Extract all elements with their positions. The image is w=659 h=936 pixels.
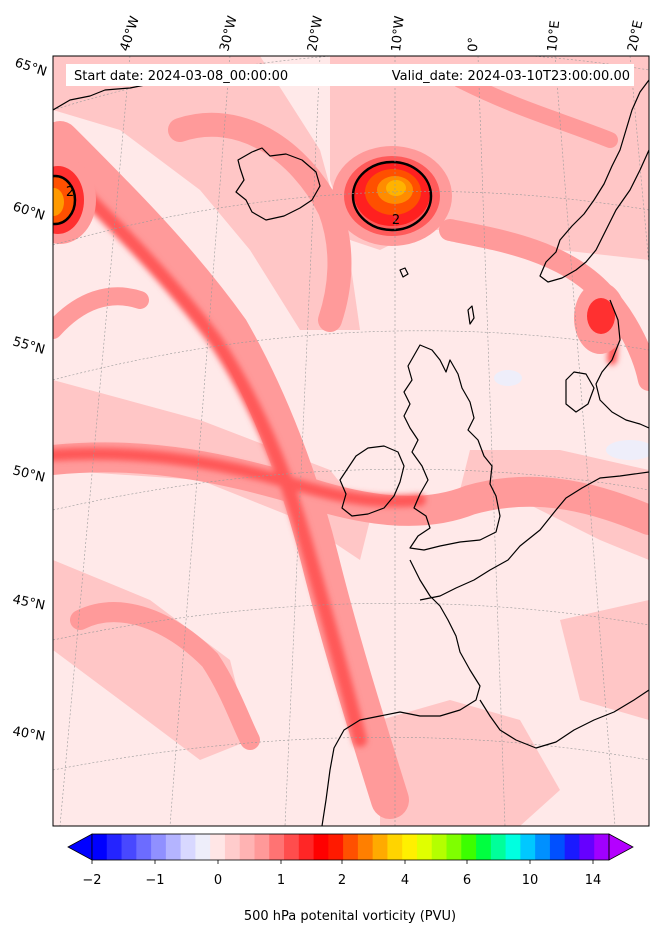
map-panel: 2 2	[53, 56, 649, 826]
colorbar-tick-label: 0	[214, 873, 222, 888]
lat-label: 65°N	[13, 56, 49, 80]
colorbar: −2 −1 0 1 2 4 6 10 14 500 hPa potenital …	[67, 833, 634, 924]
sweden-coast	[595, 299, 649, 429]
contour-label-east: 2	[392, 213, 400, 228]
lat-label: 60°N	[11, 200, 47, 224]
shetland	[467, 305, 475, 325]
colorbar-cell	[284, 834, 300, 860]
colorbar-cell	[210, 834, 226, 860]
colorbar-cell	[416, 834, 433, 860]
colorbar-cell	[254, 834, 270, 860]
colorbar-cell	[402, 834, 418, 860]
lon-label: 40°W	[118, 14, 143, 53]
colorbar-cell	[343, 834, 359, 860]
colorbar-tick-labels: −2 −1 0 1 2 4 6 10 14	[82, 873, 601, 888]
lon-label: 20°E	[625, 19, 646, 53]
colorbar-extend-high	[608, 833, 634, 861]
header-background	[66, 64, 634, 86]
colorbar-cell	[461, 834, 477, 860]
norway-coast	[539, 79, 649, 283]
lon-label: 10°W	[389, 15, 408, 52]
faroe-islands	[399, 267, 409, 278]
colorbar-cell	[298, 834, 315, 860]
colorbar-extend-low	[67, 833, 93, 861]
colorbar-cell	[313, 834, 329, 860]
colorbar-cell	[165, 834, 182, 860]
colorbar-cell	[239, 834, 255, 860]
colorbar-cell	[520, 834, 536, 860]
colorbar-cell	[106, 834, 123, 860]
lat-label: 50°N	[11, 463, 46, 485]
colorbar-tick-label: 1	[277, 873, 285, 888]
pv-2-contour-line	[351, 160, 433, 232]
lat-label: 45°N	[11, 592, 46, 613]
colorbar-tick-label: 10	[522, 873, 539, 888]
denmark-coast	[565, 371, 595, 413]
pv-max-scandinavia	[574, 282, 626, 354]
colorbar-cell	[505, 834, 521, 860]
colorbar-tick-label: −2	[82, 873, 101, 888]
contour-label-west: 2	[66, 185, 74, 200]
lon-label: 10°E	[545, 20, 563, 53]
lon-label: 0°	[466, 37, 482, 52]
lat-label: 40°N	[11, 724, 46, 744]
colorbar-cell	[151, 834, 167, 860]
colorbar-cell	[92, 834, 108, 860]
colorbar-frame	[91, 833, 610, 861]
colorbar-cell	[195, 834, 211, 860]
colorbar-cells	[92, 834, 610, 860]
pv-max-east-of-iceland	[332, 146, 452, 246]
spain-coast	[479, 689, 649, 749]
start-date-text: Start date: 2024-03-08_00:00:00	[74, 69, 288, 84]
pv-2-contour-line	[53, 174, 77, 226]
colorbar-cell	[328, 834, 344, 860]
colorbar-cell	[564, 834, 580, 860]
colorbar-cell	[579, 834, 595, 860]
lat-label: 55°N	[11, 334, 47, 357]
colorbar-cell	[372, 834, 388, 860]
colorbar-cell	[136, 834, 152, 860]
colorbar-cell	[357, 834, 374, 860]
colorbar-cell	[490, 834, 507, 860]
lon-label: 30°W	[217, 14, 240, 53]
valid-date-text: Valid_date: 2024-03-10T23:00:00.00	[392, 69, 630, 84]
colorbar-cell	[535, 834, 551, 860]
colorbar-tick-label: 4	[401, 873, 409, 888]
pv-negative-patches	[494, 370, 649, 460]
scotland-coast	[403, 344, 501, 551]
colorbar-label: 500 hPa potenital vorticity (PVU)	[244, 909, 456, 924]
colorbar-tick-label: 2	[338, 873, 346, 888]
france-biscay-coast	[321, 559, 481, 826]
colorbar-cell	[431, 834, 448, 860]
pv-max-west-edge	[53, 156, 96, 244]
colorbar-tick-label: −1	[145, 873, 164, 888]
colorbar-ticks	[91, 860, 594, 864]
colorbar-tick-label: 14	[585, 873, 602, 888]
colorbar-cell	[387, 834, 403, 860]
colorbar-cell	[224, 834, 241, 860]
graticule	[53, 56, 649, 826]
colorbar-tick-label: 6	[463, 873, 471, 888]
colorbar-cell	[180, 834, 196, 860]
colorbar-cell	[121, 834, 137, 860]
europe-coast	[419, 471, 649, 601]
colorbar-cell	[594, 834, 610, 860]
colorbar-cell	[549, 834, 566, 860]
map-frame	[52, 55, 650, 827]
colorbar-cell	[446, 834, 462, 860]
colorbar-cell	[476, 834, 492, 860]
lon-label: 20°W	[305, 15, 326, 53]
colorbar-cell	[269, 834, 285, 860]
coastlines	[53, 69, 649, 826]
iceland-coast	[235, 147, 321, 221]
ireland-coast	[339, 445, 405, 517]
longitude-labels: 40°W 30°W 20°W 10°W 0° 10°E 20°E	[118, 14, 647, 53]
latitude-labels: 65°N 60°N 55°N 50°N 45°N 40°N	[11, 56, 49, 745]
